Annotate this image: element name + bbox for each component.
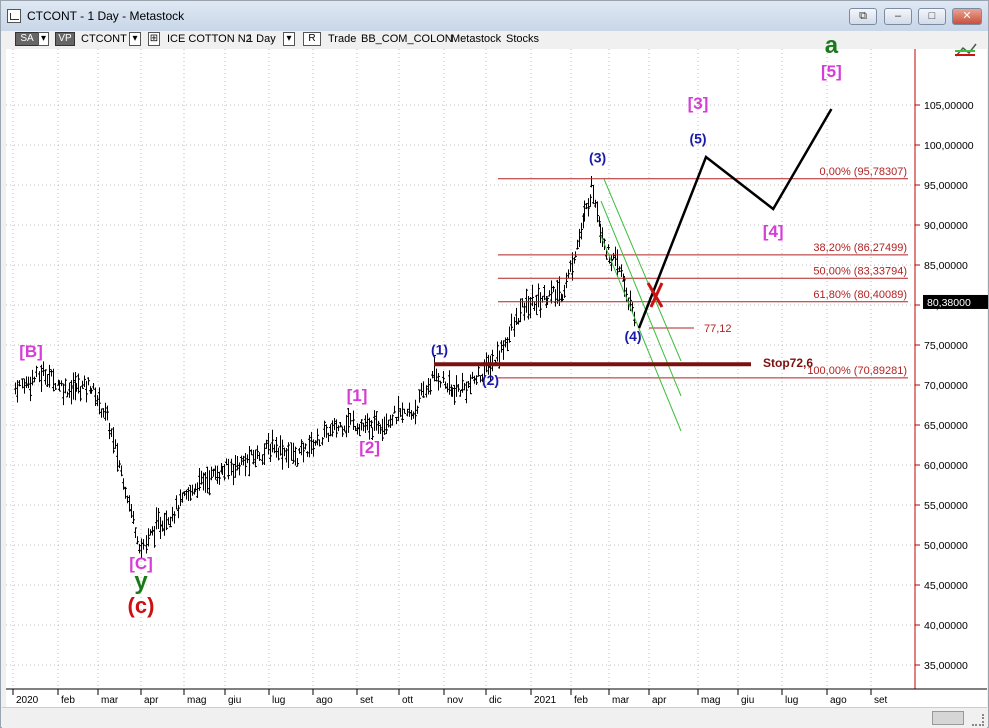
y-tick-label: 45,00000 — [924, 580, 968, 592]
wave-label: [C] — [129, 554, 153, 573]
fib-level-label: 100,00% (70,89281) — [807, 365, 907, 377]
y-tick-label: 100,00000 — [924, 140, 974, 152]
x-tick-label: giu — [741, 695, 754, 706]
wave-label: (c) — [128, 593, 155, 618]
period-dropdown[interactable]: ▾ — [283, 32, 295, 46]
x-tick-label: ott — [402, 695, 413, 706]
y-tick-label: 35,00000 — [924, 660, 968, 672]
wave-label: [4] — [763, 222, 784, 241]
app-label: Metastock — [451, 33, 502, 45]
horizontal-scrollbar[interactable] — [2, 707, 987, 728]
price-bars — [14, 175, 636, 558]
plot-area — [6, 49, 915, 689]
invalidation-x-mark — [649, 282, 664, 308]
x-tick-label: ago — [316, 695, 333, 706]
close-button[interactable]: ✕ — [952, 8, 982, 25]
wave-label: (3) — [589, 150, 606, 166]
wave-label: [3] — [688, 94, 709, 113]
wave-label: [2] — [359, 438, 380, 457]
x-tick-label: 2021 — [534, 695, 557, 706]
trade-label[interactable]: Trade — [328, 33, 357, 45]
last-price-label: 80,38000 — [927, 297, 971, 309]
x-tick-label: 2020 — [16, 695, 39, 706]
y-tick-label: 95,00000 — [924, 180, 968, 192]
stop-label: Stop72,6 — [763, 356, 813, 370]
x-tick-label: set — [360, 695, 374, 706]
wave-label: y — [134, 568, 148, 595]
wave-projection-path — [637, 108, 833, 329]
x-tick-label: mar — [612, 695, 630, 706]
y-tick-label: 85,00000 — [924, 260, 968, 272]
title-bar[interactable]: CTCONT - 1 Day - Metastock ⧉ – □ ✕ — [1, 1, 988, 31]
x-axis-area — [6, 689, 987, 707]
x-tick-label: mag — [187, 695, 206, 706]
x-tick-label: lug — [785, 695, 798, 706]
wave-label: (5) — [689, 130, 706, 146]
r-button[interactable]: R — [303, 32, 321, 46]
wave-label: (1) — [431, 342, 448, 358]
x-tick-label: giu — [228, 695, 241, 706]
type-label: Stocks — [506, 33, 540, 45]
x-tick-label: mar — [101, 695, 119, 706]
scrollbar-thumb[interactable] — [932, 711, 964, 725]
wave-label: [1] — [347, 386, 368, 405]
x-tick-label: set — [874, 695, 888, 706]
y-tick-label: 50,00000 — [924, 540, 968, 552]
wave-label: (2) — [482, 372, 499, 388]
x-tick-label: feb — [61, 695, 75, 706]
x-tick-label: mag — [701, 695, 720, 706]
chart-type-icon — [955, 43, 977, 57]
x-tick-label: lug — [272, 695, 285, 706]
wave-label: [B] — [19, 342, 43, 361]
y-tick-label: 90,00000 — [924, 220, 968, 232]
y-axis-area — [915, 49, 987, 689]
chart-app-icon — [7, 9, 21, 23]
fib-level-label: 50,00% (83,33794) — [813, 265, 907, 277]
y-tick-label: 40,00000 — [924, 620, 968, 632]
channel-line — [600, 235, 682, 432]
channel-line — [603, 178, 682, 362]
vp-button[interactable]: VP — [55, 32, 75, 46]
sa-dropdown-arrow[interactable]: ▾ — [38, 32, 49, 46]
chart-toolbar: SA ▾ VP CTCONT ▾ ⊞ ICE COTTON N2 1 Day ▾… — [2, 31, 987, 48]
x-tick-label: ago — [830, 695, 847, 706]
y-tick-label: 55,00000 — [924, 500, 968, 512]
y-tick-label: 65,00000 — [924, 420, 968, 432]
price-chart[interactable]: 105,00000 100,00000 95,00000 90,00000 85,000… — [1, 1, 988, 707]
instrument-name: ICE COTTON N2 — [167, 33, 252, 45]
wave-label: (4) — [624, 328, 641, 344]
name-toggle[interactable]: ⊞ — [148, 32, 160, 46]
y-tick-label: 70,00000 — [924, 380, 968, 392]
symbol-label: CTCONT — [81, 33, 127, 45]
y-tick-label: 105,00000 — [924, 100, 974, 112]
last-price-tag — [923, 294, 988, 309]
window-title: CTCONT - 1 Day - Metastock — [27, 9, 185, 23]
fib-level-label: 0,00% (95,78307) — [820, 166, 907, 178]
low-mark-label: 77,12 — [704, 323, 732, 335]
x-tick-label: dic — [489, 695, 502, 706]
exchange-label: BB_COM_COLON — [361, 33, 453, 45]
wave-label: [5] — [821, 62, 842, 81]
y-tick-label: 60,00000 — [924, 460, 968, 472]
x-tick-label: apr — [652, 695, 667, 706]
maximize-button[interactable]: □ — [918, 8, 946, 25]
minimize-button[interactable]: – — [884, 8, 912, 25]
x-tick-label: apr — [144, 695, 159, 706]
fib-level-label: 61,80% (80,40089) — [813, 289, 907, 301]
symbol-dropdown[interactable]: ▾ — [129, 32, 141, 46]
restore-extra-button[interactable]: ⧉ — [849, 8, 877, 25]
wave-label: a — [825, 32, 839, 59]
x-tick-label: feb — [574, 695, 588, 706]
period-label: 1 Day — [247, 33, 276, 45]
x-tick-label: nov — [447, 695, 463, 706]
fib-level-label: 38,20% (86,27499) — [813, 242, 907, 254]
y-tick-label: 75,00000 — [924, 340, 968, 352]
resize-grip-icon[interactable] — [972, 714, 984, 726]
